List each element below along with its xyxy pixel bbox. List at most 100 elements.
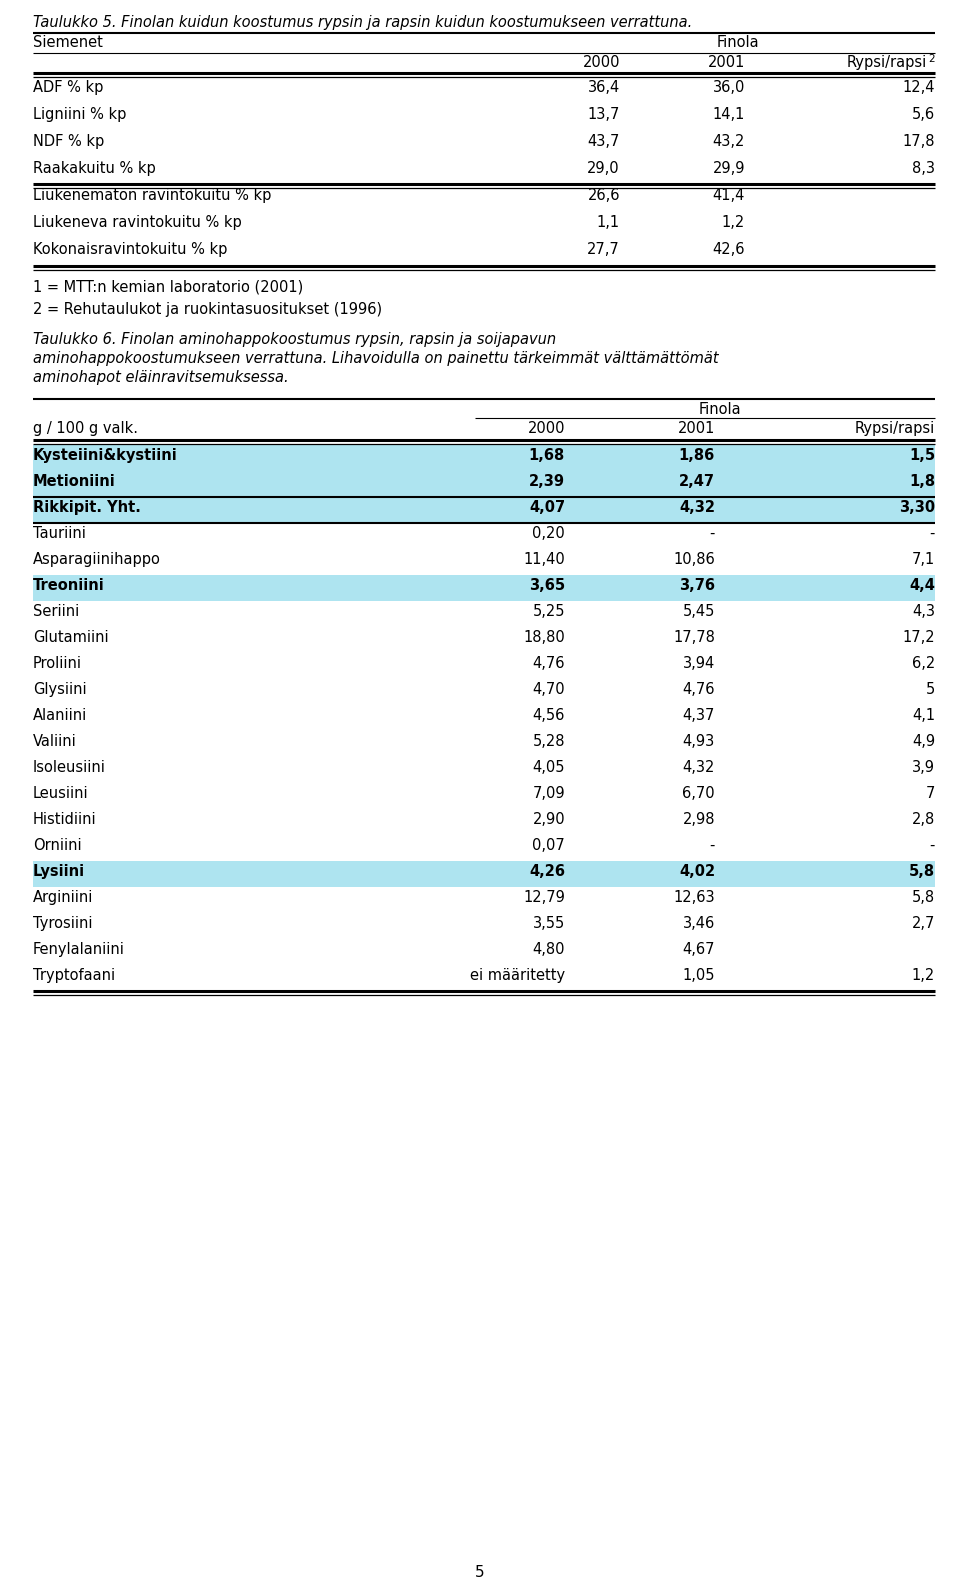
Text: Fenylalaniini: Fenylalaniini bbox=[33, 943, 125, 957]
Text: 4,05: 4,05 bbox=[533, 759, 565, 775]
Text: 1,1: 1,1 bbox=[597, 215, 620, 230]
Text: 1,86: 1,86 bbox=[679, 448, 715, 463]
Text: Tyrosiini: Tyrosiini bbox=[33, 916, 92, 931]
Text: Taulukko 6. Finolan aminohappokoostumus rypsin, rapsin ja soijapavun: Taulukko 6. Finolan aminohappokoostumus … bbox=[33, 332, 556, 348]
Text: 12,79: 12,79 bbox=[523, 890, 565, 904]
Text: Lysiini: Lysiini bbox=[33, 864, 85, 879]
Text: Isoleusiini: Isoleusiini bbox=[33, 759, 106, 775]
Bar bbox=[33, 576, 935, 601]
Text: Tauriini: Tauriini bbox=[33, 526, 85, 541]
Text: 6,2: 6,2 bbox=[912, 656, 935, 671]
Text: 4,80: 4,80 bbox=[533, 943, 565, 957]
Text: 2001: 2001 bbox=[678, 421, 715, 435]
Text: 29,0: 29,0 bbox=[588, 161, 620, 175]
Text: 2,90: 2,90 bbox=[533, 812, 565, 826]
Text: 1,2: 1,2 bbox=[722, 215, 745, 230]
Text: Kysteiini&kystiini: Kysteiini&kystiini bbox=[33, 448, 178, 463]
Text: 2000: 2000 bbox=[527, 421, 565, 435]
Text: Proliini: Proliini bbox=[33, 656, 82, 671]
Text: 3,9: 3,9 bbox=[912, 759, 935, 775]
Bar bbox=[33, 861, 935, 887]
Text: 4,76: 4,76 bbox=[533, 656, 565, 671]
Text: 7,09: 7,09 bbox=[533, 786, 565, 801]
Text: 12,63: 12,63 bbox=[673, 890, 715, 904]
Text: 43,7: 43,7 bbox=[588, 134, 620, 148]
Text: Arginiini: Arginiini bbox=[33, 890, 93, 904]
Text: 36,4: 36,4 bbox=[588, 80, 620, 96]
Text: 3,30: 3,30 bbox=[899, 499, 935, 515]
Text: -: - bbox=[709, 837, 715, 853]
Text: Glysiini: Glysiini bbox=[33, 683, 86, 697]
Text: 5,6: 5,6 bbox=[912, 107, 935, 121]
Text: 2 = Rehutaulukot ja ruokintasuositukset (1996): 2 = Rehutaulukot ja ruokintasuositukset … bbox=[33, 301, 382, 317]
Text: 2,98: 2,98 bbox=[683, 812, 715, 826]
Text: 26,6: 26,6 bbox=[588, 188, 620, 203]
Text: 3,76: 3,76 bbox=[679, 577, 715, 593]
Text: Liukenematon ravintokuitu % kp: Liukenematon ravintokuitu % kp bbox=[33, 188, 272, 203]
Text: -: - bbox=[929, 526, 935, 541]
Text: Rypsi/rapsi: Rypsi/rapsi bbox=[854, 421, 935, 435]
Text: Liukeneva ravintokuitu % kp: Liukeneva ravintokuitu % kp bbox=[33, 215, 242, 230]
Text: -: - bbox=[709, 526, 715, 541]
Text: 6,70: 6,70 bbox=[683, 786, 715, 801]
Text: 2,8: 2,8 bbox=[912, 812, 935, 826]
Text: 3,46: 3,46 bbox=[683, 916, 715, 931]
Text: 17,8: 17,8 bbox=[902, 134, 935, 148]
Text: 2,39: 2,39 bbox=[529, 474, 565, 490]
Text: Metioniini: Metioniini bbox=[33, 474, 116, 490]
Text: 41,4: 41,4 bbox=[712, 188, 745, 203]
Text: aminohappokoostumukseen verrattuna. Lihavoidulla on painettu tärkeimmät välttämä: aminohappokoostumukseen verrattuna. Liha… bbox=[33, 351, 719, 365]
Text: 4,56: 4,56 bbox=[533, 708, 565, 723]
Text: Treoniini: Treoniini bbox=[33, 577, 105, 593]
Text: 4,76: 4,76 bbox=[683, 683, 715, 697]
Text: 17,2: 17,2 bbox=[902, 630, 935, 644]
Text: 4,02: 4,02 bbox=[679, 864, 715, 879]
Text: 1,2: 1,2 bbox=[912, 968, 935, 983]
Text: 0,20: 0,20 bbox=[532, 526, 565, 541]
Text: Rypsi/rapsi: Rypsi/rapsi bbox=[847, 54, 927, 70]
Text: 7: 7 bbox=[925, 786, 935, 801]
Text: Alaniini: Alaniini bbox=[33, 708, 87, 723]
Text: 4,9: 4,9 bbox=[912, 734, 935, 750]
Text: 11,40: 11,40 bbox=[523, 552, 565, 566]
Text: 12,4: 12,4 bbox=[902, 80, 935, 96]
Text: 42,6: 42,6 bbox=[712, 242, 745, 257]
Text: 14,1: 14,1 bbox=[712, 107, 745, 121]
Text: Seriini: Seriini bbox=[33, 605, 80, 619]
Text: Tryptofaani: Tryptofaani bbox=[33, 968, 115, 983]
Text: 4,67: 4,67 bbox=[683, 943, 715, 957]
Text: 4,32: 4,32 bbox=[679, 499, 715, 515]
Text: 7,1: 7,1 bbox=[912, 552, 935, 566]
Text: 4,07: 4,07 bbox=[529, 499, 565, 515]
Text: Glutamiini: Glutamiini bbox=[33, 630, 108, 644]
Text: 5,8: 5,8 bbox=[909, 864, 935, 879]
Text: 5,25: 5,25 bbox=[533, 605, 565, 619]
Text: 4,1: 4,1 bbox=[912, 708, 935, 723]
Text: g / 100 g valk.: g / 100 g valk. bbox=[33, 421, 138, 435]
Text: 4,70: 4,70 bbox=[533, 683, 565, 697]
Text: 3,94: 3,94 bbox=[683, 656, 715, 671]
Text: 4,37: 4,37 bbox=[683, 708, 715, 723]
Text: 17,78: 17,78 bbox=[673, 630, 715, 644]
Text: 13,7: 13,7 bbox=[588, 107, 620, 121]
Text: 1,68: 1,68 bbox=[529, 448, 565, 463]
Text: 43,2: 43,2 bbox=[712, 134, 745, 148]
Text: 2000: 2000 bbox=[583, 54, 620, 70]
Bar bbox=[33, 471, 935, 498]
Text: Asparagiinihappo: Asparagiinihappo bbox=[33, 552, 161, 566]
Text: Leusiini: Leusiini bbox=[33, 786, 88, 801]
Text: 1,5: 1,5 bbox=[909, 448, 935, 463]
Text: 4,26: 4,26 bbox=[529, 864, 565, 879]
Text: 4,4: 4,4 bbox=[909, 577, 935, 593]
Text: 2001: 2001 bbox=[708, 54, 745, 70]
Text: ADF % kp: ADF % kp bbox=[33, 80, 104, 96]
Text: Kokonaisravintokuitu % kp: Kokonaisravintokuitu % kp bbox=[33, 242, 228, 257]
Text: 5,28: 5,28 bbox=[533, 734, 565, 750]
Text: NDF % kp: NDF % kp bbox=[33, 134, 105, 148]
Text: Ligniini % kp: Ligniini % kp bbox=[33, 107, 127, 121]
Text: 29,9: 29,9 bbox=[712, 161, 745, 175]
Text: Finola: Finola bbox=[716, 35, 758, 49]
Text: 5: 5 bbox=[925, 683, 935, 697]
Text: Raakakuitu % kp: Raakakuitu % kp bbox=[33, 161, 156, 175]
Text: 36,0: 36,0 bbox=[712, 80, 745, 96]
